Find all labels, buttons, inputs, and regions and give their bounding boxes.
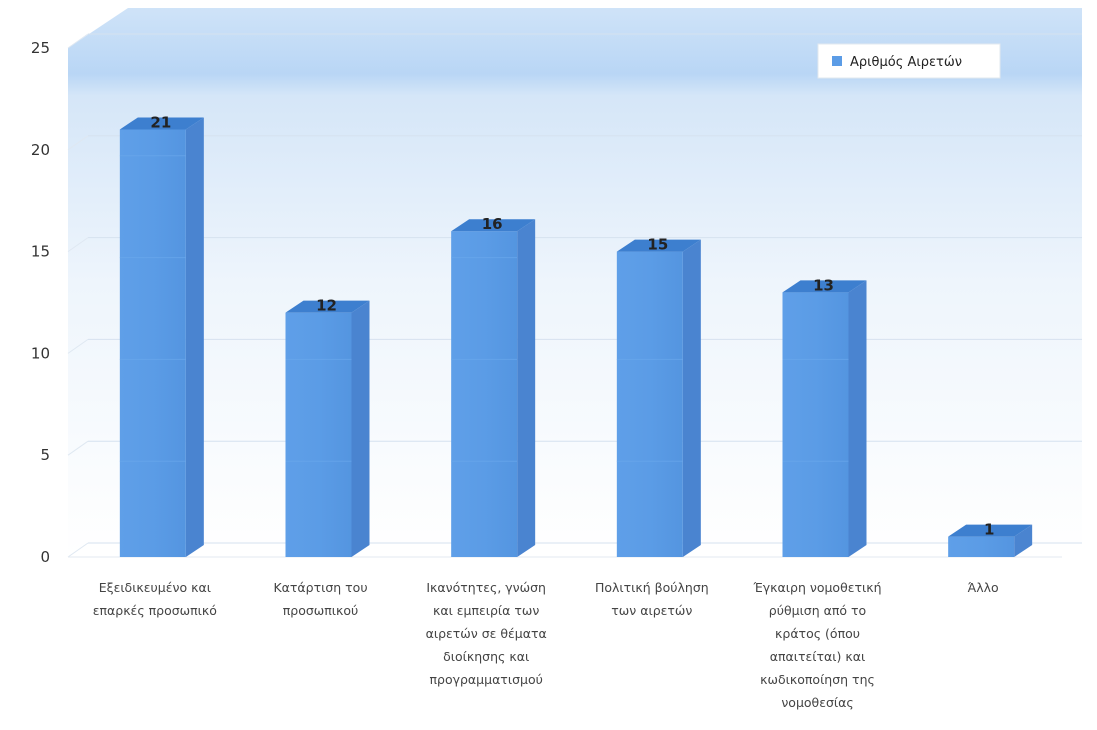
- x-category-label-line: Άλλο: [968, 580, 999, 595]
- x-category-label-line: Εξειδικευμένο και: [99, 580, 211, 595]
- gridline-depth: [67, 542, 89, 558]
- x-category-label-line: κράτος (όπου: [775, 626, 860, 641]
- data-label: 21: [150, 113, 171, 131]
- x-category-label-line: ρύθμιση από το: [769, 603, 866, 618]
- x-category-label-line: αιρετών σε θέματα: [426, 626, 547, 641]
- y-tick-label: 20: [31, 141, 50, 159]
- x-category-label-line: κωδικοποίηση της: [760, 672, 875, 687]
- bar: [451, 219, 536, 558]
- bar-front: [948, 536, 1015, 557]
- bar-side: [848, 280, 867, 557]
- x-category-label-line: επαρκές προσωπικό: [93, 603, 217, 618]
- bar-front: [285, 312, 352, 557]
- bar: [285, 300, 370, 557]
- plot-back-wall: [68, 8, 1082, 557]
- x-category-label: Πολιτική βούληση των αιρετών: [595, 580, 709, 618]
- bar-top: [119, 117, 204, 130]
- x-category-label-line: Κατάρτιση του: [273, 580, 367, 595]
- bar-front: [451, 231, 518, 558]
- x-category-label: Κατάρτιση του προσωπικού: [273, 580, 367, 618]
- x-category-label-line: προσωπικού: [283, 603, 359, 618]
- legend: Αριθμός Αιρετών: [817, 43, 1001, 79]
- bar-side: [185, 117, 204, 557]
- bar: [782, 280, 867, 557]
- x-category-label-line: Ικανότητες, γνώση: [426, 580, 546, 595]
- bar-side: [682, 239, 701, 557]
- gridline-depth: [67, 33, 89, 49]
- x-category-label-line: Έγκαιρη νομοθετική: [752, 580, 881, 595]
- x-category-label: Εξειδικευμένο και επαρκές προσωπικό: [93, 580, 217, 618]
- x-category-label: Άλλο: [968, 580, 999, 595]
- x-category-label-line: απαιτείται) και: [770, 649, 865, 664]
- bar-front: [782, 292, 849, 557]
- bar-top: [782, 280, 867, 293]
- data-label: 15: [647, 236, 668, 254]
- x-category-label-line: νομοθεσίας: [781, 695, 853, 710]
- bar-top: [616, 239, 701, 252]
- bar-side: [1014, 524, 1033, 557]
- y-tick-label: 10: [31, 344, 50, 362]
- bar-top: [451, 219, 536, 232]
- y-tick-label: 0: [40, 548, 50, 566]
- x-category-label-line: Πολιτική βούληση: [595, 580, 709, 595]
- bar-side: [517, 219, 536, 558]
- x-category-label: Έγκαιρη νομοθετική ρύθμιση από το κράτος (…: [752, 580, 881, 710]
- legend-box: [817, 43, 1001, 79]
- data-label: 1: [984, 521, 994, 539]
- bar-side: [351, 300, 370, 557]
- x-category-label-line: προγραμματισμού: [429, 672, 542, 687]
- data-label: 13: [813, 276, 834, 294]
- gridline-depth: [67, 135, 89, 151]
- bar: [119, 117, 204, 557]
- x-category-label: Ικανότητες, γνώση και εμπειρία των αιρετών…: [426, 580, 547, 687]
- gridline-depth: [67, 338, 89, 354]
- data-label: 16: [482, 215, 503, 233]
- x-category-label-line: διοίκησης και: [443, 649, 529, 664]
- bar-top: [948, 524, 1033, 537]
- x-category-label-line: των αιρετών: [611, 603, 692, 618]
- bar-front: [616, 251, 683, 557]
- bar: [948, 524, 1033, 557]
- gridline-depth: [67, 440, 89, 456]
- y-tick-label: 15: [31, 243, 50, 261]
- legend-swatch: [832, 56, 842, 66]
- x-category-label-line: και εμπειρία των: [433, 603, 539, 618]
- bar-front: [119, 129, 186, 557]
- bar: [616, 239, 701, 557]
- legend-label: Αριθμός Αιρετών: [850, 55, 962, 70]
- bar-top: [285, 300, 370, 313]
- gridline-depth: [67, 237, 89, 253]
- data-label: 12: [316, 297, 337, 315]
- y-tick-label: 25: [31, 39, 50, 57]
- y-tick-label: 5: [40, 446, 50, 464]
